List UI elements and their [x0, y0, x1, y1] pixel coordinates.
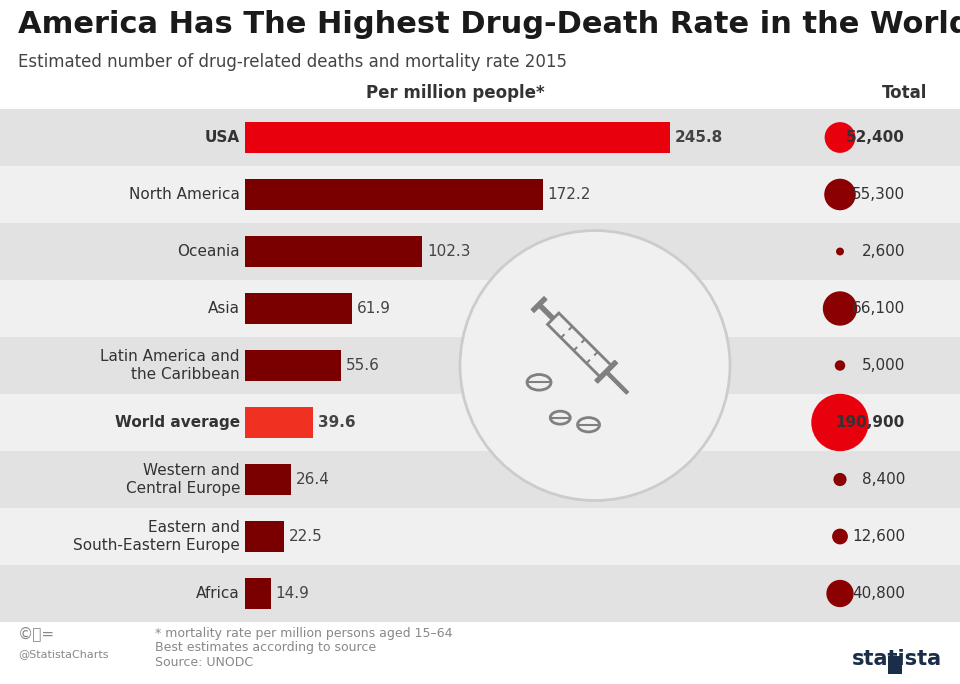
Bar: [586, 359, 590, 364]
Text: 8,400: 8,400: [862, 472, 905, 487]
Polygon shape: [902, 656, 912, 674]
Circle shape: [825, 179, 855, 209]
Bar: [0, 394, 960, 451]
Text: Western and
Central Europe: Western and Central Europe: [126, 463, 240, 496]
Text: 14.9: 14.9: [276, 586, 310, 601]
Bar: [605, 371, 629, 394]
Bar: [245, 350, 341, 381]
Bar: [0, 109, 960, 166]
Text: * mortality rate per million persons aged 15–64: * mortality rate per million persons age…: [155, 627, 452, 640]
Text: World average: World average: [115, 415, 240, 430]
Text: 190,900: 190,900: [836, 415, 905, 430]
Circle shape: [460, 231, 730, 501]
Text: Africa: Africa: [196, 586, 240, 601]
Polygon shape: [605, 370, 628, 393]
Bar: [568, 326, 573, 330]
Bar: [531, 297, 547, 313]
Bar: [245, 293, 352, 324]
Text: America Has The Highest Drug-Death Rate in the World: America Has The Highest Drug-Death Rate …: [18, 10, 960, 39]
Text: statista: statista: [852, 649, 942, 669]
Bar: [573, 346, 578, 351]
Bar: [245, 236, 421, 267]
Text: 66,100: 66,100: [852, 301, 905, 316]
Bar: [0, 508, 960, 565]
Bar: [245, 407, 314, 438]
Bar: [0, 223, 960, 280]
Text: USA: USA: [204, 130, 240, 145]
Text: 61.9: 61.9: [357, 301, 391, 316]
Circle shape: [812, 395, 868, 451]
Text: Eastern and
South-Eastern Europe: Eastern and South-Eastern Europe: [73, 521, 240, 553]
Text: Latin America and
the Caribbean: Latin America and the Caribbean: [101, 350, 240, 382]
Text: Best estimates according to source: Best estimates according to source: [155, 642, 376, 655]
Bar: [245, 578, 271, 609]
Circle shape: [837, 248, 843, 254]
Text: 40,800: 40,800: [852, 586, 905, 601]
Text: Source: UNODC: Source: UNODC: [155, 655, 253, 668]
Text: Oceania: Oceania: [178, 244, 240, 259]
Bar: [245, 179, 542, 210]
Text: North America: North America: [130, 187, 240, 202]
Circle shape: [835, 361, 845, 370]
Bar: [0, 166, 960, 223]
Bar: [245, 521, 284, 552]
Text: @StatistaCharts: @StatistaCharts: [18, 649, 108, 659]
FancyBboxPatch shape: [538, 303, 555, 320]
Bar: [581, 339, 586, 343]
Bar: [245, 122, 670, 153]
Text: 102.3: 102.3: [427, 244, 470, 259]
Text: 26.4: 26.4: [296, 472, 329, 487]
Text: 12,600: 12,600: [852, 529, 905, 544]
Bar: [0, 337, 960, 394]
Circle shape: [834, 473, 846, 486]
Circle shape: [824, 292, 856, 325]
Text: 172.2: 172.2: [548, 187, 591, 202]
Bar: [595, 360, 617, 383]
Text: Total: Total: [882, 84, 927, 102]
Text: Per million people*: Per million people*: [366, 84, 544, 102]
Circle shape: [828, 581, 852, 607]
Bar: [0, 280, 960, 337]
Text: ©ⓘ=: ©ⓘ=: [18, 627, 55, 642]
Text: 52,400: 52,400: [846, 130, 905, 145]
Bar: [245, 464, 291, 495]
Circle shape: [833, 529, 847, 544]
Text: 2,600: 2,600: [861, 244, 905, 259]
Bar: [593, 351, 598, 356]
Text: 5,000: 5,000: [862, 358, 905, 373]
Circle shape: [826, 123, 854, 152]
Text: 55,300: 55,300: [852, 187, 905, 202]
Bar: [561, 334, 565, 339]
Text: Estimated number of drug-related deaths and mortality rate 2015: Estimated number of drug-related deaths …: [18, 53, 567, 71]
Bar: [0, 565, 960, 622]
Text: 55.6: 55.6: [347, 358, 380, 373]
Text: 39.6: 39.6: [319, 415, 356, 430]
Text: 22.5: 22.5: [289, 529, 323, 544]
Text: 245.8: 245.8: [675, 130, 723, 145]
Text: Asia: Asia: [208, 301, 240, 316]
Bar: [0, 451, 960, 508]
Bar: [888, 656, 902, 674]
